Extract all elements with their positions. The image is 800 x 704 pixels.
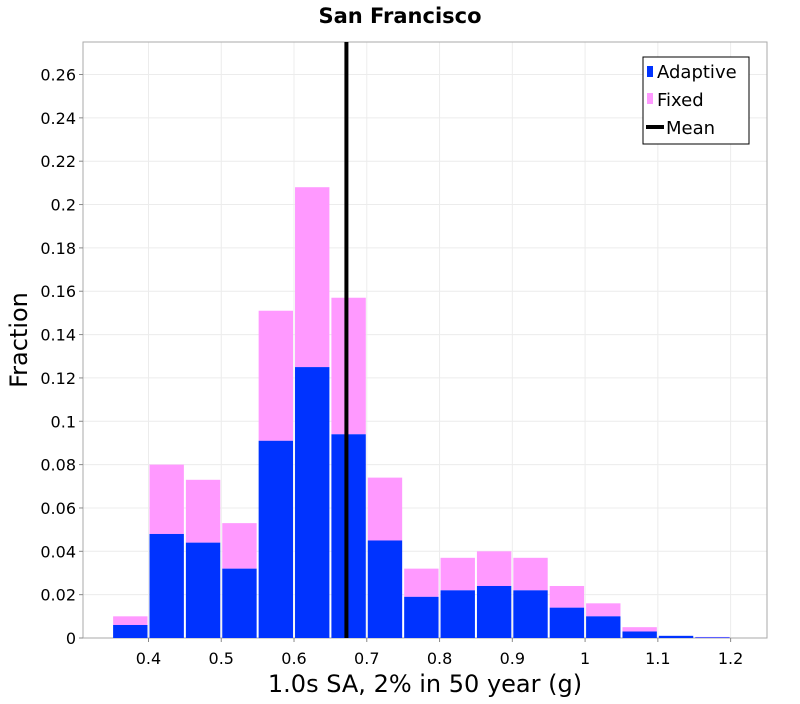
bar-fixed xyxy=(113,616,147,625)
bar-adaptive xyxy=(622,631,656,638)
y-tick-label: 0.08 xyxy=(40,456,76,475)
bar-fixed xyxy=(404,569,438,597)
bars xyxy=(113,187,730,638)
x-tick-label: 1 xyxy=(580,649,590,668)
bar-fixed xyxy=(331,298,365,435)
bar-adaptive xyxy=(477,586,511,638)
chart-title: San Francisco xyxy=(318,4,481,28)
bar-adaptive xyxy=(186,543,220,638)
y-tick-label: 0 xyxy=(66,629,76,648)
bar-fixed xyxy=(368,478,402,541)
y-tick-label: 0.06 xyxy=(40,499,76,518)
legend-swatch-adaptive xyxy=(647,66,653,77)
legend-label-adaptive: Adaptive xyxy=(657,62,737,83)
y-tick-label: 0.04 xyxy=(40,542,76,561)
bar-adaptive xyxy=(295,367,329,638)
bar-adaptive xyxy=(404,597,438,638)
x-axis-ticks: 0.4 0.5 0.6 0.7 0.8 0.9 1 1.1 1.2 xyxy=(136,638,744,668)
x-tick-label: 1.1 xyxy=(645,649,670,668)
y-tick-label: 0.14 xyxy=(40,326,76,345)
bar-adaptive xyxy=(586,616,620,638)
bar-fixed xyxy=(550,586,584,608)
x-tick-label: 1.2 xyxy=(718,649,743,668)
bar-adaptive xyxy=(513,590,547,638)
bar-fixed xyxy=(441,558,475,591)
y-tick-label: 0.12 xyxy=(40,369,76,388)
bar-fixed xyxy=(295,187,329,367)
x-tick-label: 0.5 xyxy=(209,649,234,668)
bar-fixed xyxy=(222,523,256,569)
legend-swatch-mean xyxy=(646,125,664,129)
legend-swatch-fixed xyxy=(647,93,653,104)
y-tick-label: 0.24 xyxy=(40,109,76,128)
bar-adaptive xyxy=(149,534,183,638)
y-tick-label: 0.1 xyxy=(51,412,76,431)
bar-fixed xyxy=(259,311,293,441)
y-axis-label: Fraction xyxy=(5,292,33,388)
y-tick-label: 0.2 xyxy=(51,196,76,215)
y-tick-label: 0.02 xyxy=(40,586,76,605)
bar-adaptive xyxy=(441,590,475,638)
bar-adaptive xyxy=(222,569,256,638)
bar-fixed xyxy=(477,551,511,586)
y-tick-label: 0.18 xyxy=(40,239,76,258)
bar-fixed xyxy=(586,603,620,616)
legend: Adaptive Fixed Mean xyxy=(643,57,749,144)
bar-fixed xyxy=(149,465,183,534)
legend-label-mean: Mean xyxy=(666,118,715,139)
bar-fixed xyxy=(513,558,547,591)
bar-adaptive xyxy=(113,625,147,638)
x-tick-label: 0.8 xyxy=(427,649,452,668)
x-tick-label: 0.4 xyxy=(136,649,161,668)
legend-label-fixed: Fixed xyxy=(657,90,704,111)
x-tick-label: 0.9 xyxy=(500,649,525,668)
bar-adaptive xyxy=(550,608,584,638)
x-tick-label: 0.6 xyxy=(281,649,306,668)
bar-adaptive xyxy=(331,434,365,638)
bar-adaptive xyxy=(659,636,693,638)
y-tick-label: 0.16 xyxy=(40,282,76,301)
bar-adaptive xyxy=(259,441,293,638)
x-axis-label: 1.0s SA, 2% in 50 year (g) xyxy=(268,670,582,698)
bar-fixed xyxy=(622,627,656,631)
x-tick-label: 0.7 xyxy=(354,649,379,668)
bar-adaptive xyxy=(368,540,402,638)
bar-fixed xyxy=(186,480,220,543)
y-axis-ticks: 0 0.02 0.04 0.06 0.08 0.1 0.12 0.14 0.16 0.18 0.2 0… xyxy=(40,66,83,648)
bar-adaptive xyxy=(695,637,729,638)
y-tick-label: 0.22 xyxy=(40,152,76,171)
y-tick-label: 0.26 xyxy=(40,66,76,85)
